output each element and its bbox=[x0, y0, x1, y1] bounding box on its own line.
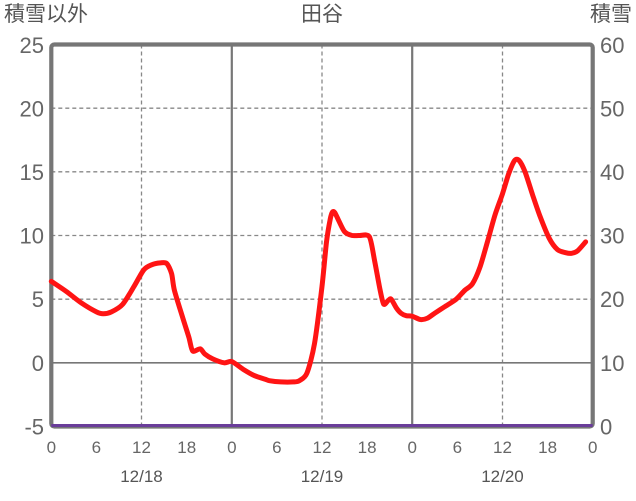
svg-text:20: 20 bbox=[20, 97, 44, 122]
svg-text:積雪以外: 積雪以外 bbox=[4, 3, 88, 26]
svg-text:10: 10 bbox=[20, 224, 44, 249]
svg-text:15: 15 bbox=[20, 160, 44, 185]
svg-text:0: 0 bbox=[588, 438, 597, 457]
svg-text:6: 6 bbox=[453, 438, 462, 457]
svg-text:12/19: 12/19 bbox=[301, 467, 344, 486]
svg-text:0: 0 bbox=[227, 438, 236, 457]
svg-text:12: 12 bbox=[132, 438, 151, 457]
svg-text:60: 60 bbox=[600, 33, 624, 58]
svg-text:12/20: 12/20 bbox=[481, 467, 524, 486]
svg-text:25: 25 bbox=[20, 33, 44, 58]
svg-text:18: 18 bbox=[358, 438, 377, 457]
svg-text:5: 5 bbox=[32, 287, 44, 312]
svg-text:6: 6 bbox=[272, 438, 281, 457]
svg-text:田谷: 田谷 bbox=[301, 3, 343, 26]
svg-text:18: 18 bbox=[538, 438, 557, 457]
svg-text:40: 40 bbox=[600, 160, 624, 185]
svg-text:0: 0 bbox=[600, 415, 612, 440]
svg-text:30: 30 bbox=[600, 224, 624, 249]
svg-text:12/18: 12/18 bbox=[120, 467, 163, 486]
svg-text:12: 12 bbox=[313, 438, 332, 457]
svg-text:0: 0 bbox=[47, 438, 56, 457]
svg-text:50: 50 bbox=[600, 97, 624, 122]
svg-text:0: 0 bbox=[407, 438, 416, 457]
svg-text:-5: -5 bbox=[24, 415, 44, 440]
svg-text:0: 0 bbox=[32, 351, 44, 376]
svg-text:積雪: 積雪 bbox=[590, 3, 632, 26]
svg-text:18: 18 bbox=[177, 438, 196, 457]
svg-text:10: 10 bbox=[600, 351, 624, 376]
svg-text:6: 6 bbox=[92, 438, 101, 457]
svg-text:12: 12 bbox=[493, 438, 512, 457]
svg-text:20: 20 bbox=[600, 287, 624, 312]
